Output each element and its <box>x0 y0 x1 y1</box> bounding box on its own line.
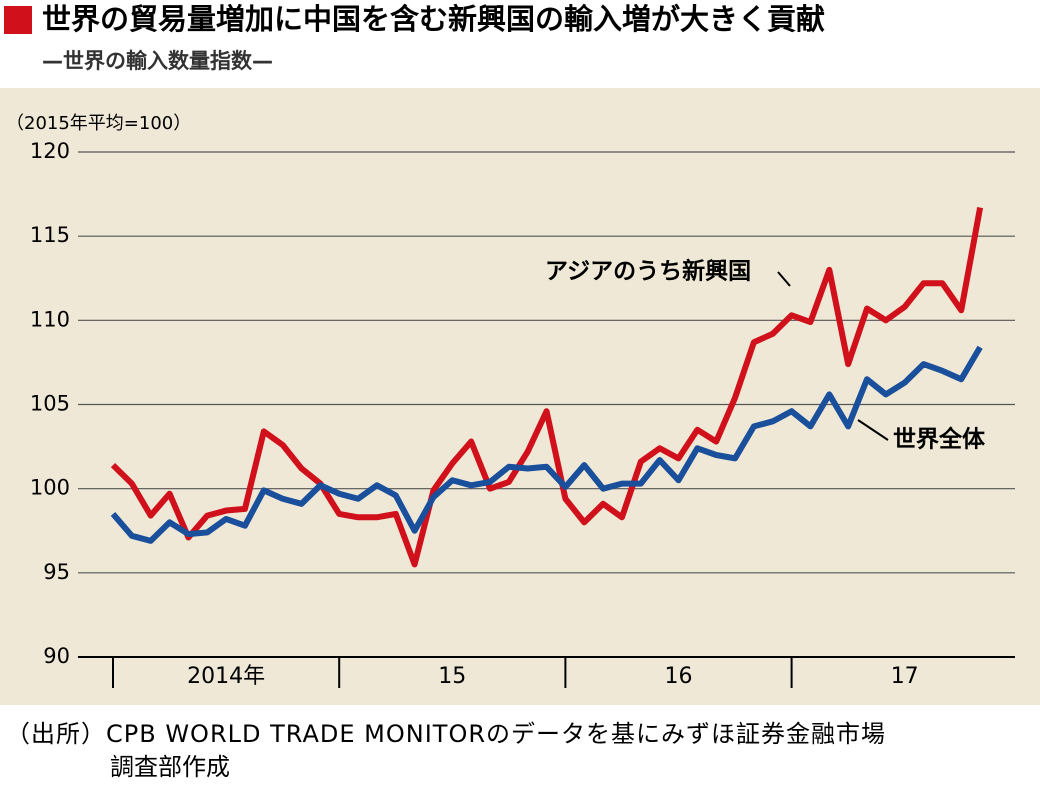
x-tick-label: 16 <box>665 664 693 689</box>
x-tick-label: 17 <box>891 664 919 689</box>
title-marker <box>4 6 32 34</box>
series-line <box>110 207 984 568</box>
series-label: 世界全体 <box>893 426 986 453</box>
y-tick-label: 105 <box>30 392 70 416</box>
source: （出所）CPB WORLD TRADE MONITORのデータを基にみずほ証券金… <box>6 720 886 748</box>
leader-line <box>777 271 791 287</box>
subtitle: —世界の輸入数量指数— <box>42 49 273 73</box>
series-label: アジアのうち新興国 <box>545 258 751 285</box>
y-tick-label: 120 <box>30 139 70 163</box>
source: 調査部作成 <box>110 753 230 781</box>
chart-title: 世界の貿易量増加に中国を含む新興国の輸入増が大きく貢献 <box>42 2 825 36</box>
y-tick-label: 90 <box>43 644 70 668</box>
x-tick-label: 2014年 <box>187 664 265 689</box>
plot-background <box>0 88 1040 705</box>
y-tick-label: 95 <box>43 560 70 584</box>
y-tick-label: 100 <box>30 476 70 500</box>
x-tick-label: 15 <box>438 664 466 689</box>
series-line <box>110 345 983 544</box>
leader-line <box>857 419 889 441</box>
unit-label: （2015年平均=100） <box>6 113 191 134</box>
y-tick-label: 115 <box>30 223 70 247</box>
y-tick-label: 110 <box>30 307 70 331</box>
